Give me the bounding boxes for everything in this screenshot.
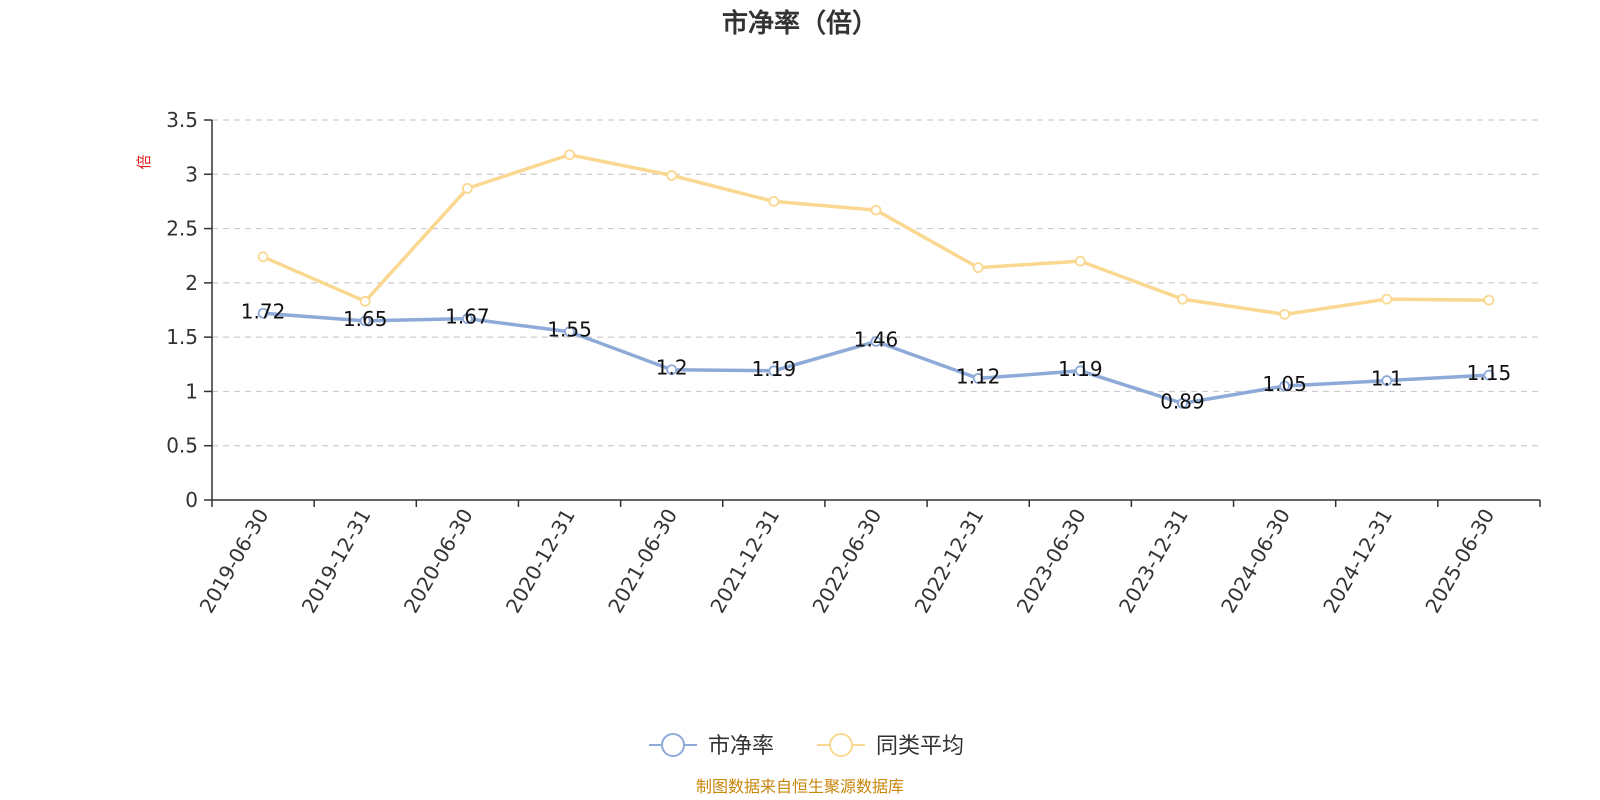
data-label: 1.19 [1058, 357, 1103, 381]
series [257, 149, 1495, 409]
axes: 0 0.5 1 1.5 2 2.5 3 3.5 2019-06-30 2019-12-31 2020… [166, 108, 1541, 618]
x-tick-label: 2020-12-31 [501, 505, 580, 618]
legend-marker [661, 733, 685, 757]
data-label: 1.05 [1262, 372, 1307, 396]
data-label: 1.15 [1467, 361, 1512, 385]
series-point [359, 295, 371, 307]
x-tick-label: 2019-06-30 [195, 505, 274, 618]
series-point [564, 326, 575, 338]
series-point [870, 336, 882, 347]
series-point [870, 204, 882, 216]
series-point [666, 364, 678, 376]
legend-label: 市净率 [708, 734, 774, 759]
source-note: 制图数据来自恒生聚源数据库 [696, 777, 904, 796]
x-tick-label: 2021-12-31 [705, 505, 784, 618]
legend[interactable]: 市净率 同类平均 [649, 733, 964, 759]
series-point [1074, 255, 1086, 267]
series-point [1279, 308, 1291, 320]
y-tick-label: 0.5 [166, 434, 198, 458]
series-point [1483, 294, 1495, 306]
x-tick-label: 2024-06-30 [1216, 505, 1295, 618]
series-point [1177, 293, 1188, 305]
series-point [461, 313, 473, 325]
x-tick-label: 2021-06-30 [603, 505, 682, 618]
data-label: 1.46 [854, 327, 899, 351]
series-point [972, 262, 984, 274]
x-tick-label: 2022-06-30 [807, 505, 886, 618]
series-point [768, 196, 780, 207]
x-tick-label: 2024-12-31 [1318, 505, 1397, 618]
data-label: 1.1 [1371, 367, 1403, 391]
y-tick-label: 2.5 [166, 217, 198, 241]
series-point [257, 251, 269, 263]
x-tick-label: 2023-06-30 [1012, 505, 1091, 618]
legend-item[interactable]: 市净率 [649, 733, 774, 759]
data-label: 1.67 [445, 305, 490, 329]
series-point [461, 182, 473, 194]
legend-marker [829, 733, 853, 757]
data-label: 1.12 [956, 364, 1001, 388]
series-point [768, 365, 780, 377]
series-point [564, 149, 575, 161]
legend-label: 同类平均 [876, 734, 964, 759]
series-point [1381, 375, 1393, 386]
data-label: 1.72 [241, 299, 286, 323]
series-point [972, 372, 984, 384]
data-label: 1.55 [547, 318, 592, 342]
x-tick-label: 2020-06-30 [399, 505, 478, 618]
series-point [1381, 293, 1393, 305]
series-point [257, 307, 269, 319]
y-tick-label: 1.5 [166, 325, 198, 349]
x-tick-label: 2022-12-31 [910, 504, 989, 617]
x-tick-label: 2025-06-30 [1420, 505, 1499, 618]
grid [212, 119, 1540, 447]
series-point [666, 169, 678, 181]
series-point [1177, 397, 1188, 409]
data-label: 0.89 [1160, 389, 1205, 413]
data-label: 1.65 [343, 307, 388, 331]
legend-item[interactable]: 同类平均 [817, 733, 964, 759]
x-tick-label: 2019-12-31 [297, 505, 376, 618]
y-tick-label: 1 [185, 379, 198, 403]
series-point [1279, 380, 1291, 392]
y-tick-label: 2 [185, 271, 198, 295]
series-line [261, 152, 1491, 317]
series-point [1074, 365, 1086, 377]
x-tick-label: 2023-12-31 [1114, 505, 1193, 618]
series-point [359, 315, 371, 327]
data-label: 1.2 [656, 356, 688, 380]
y-tick-label: 0 [185, 488, 198, 512]
chart-title: 市净率（倍） [722, 8, 878, 39]
series-point [1483, 369, 1495, 381]
data-labels: 1.72 1.65 1.67 1.55 1.2 1.19 1.46 1.12 1.19 0.89 1… [241, 299, 1511, 413]
data-label: 1.19 [752, 357, 797, 381]
y-tick-label: 3.5 [166, 108, 198, 132]
y-tick-label: 3 [185, 162, 198, 186]
y-axis-unit: 倍 [135, 154, 153, 169]
